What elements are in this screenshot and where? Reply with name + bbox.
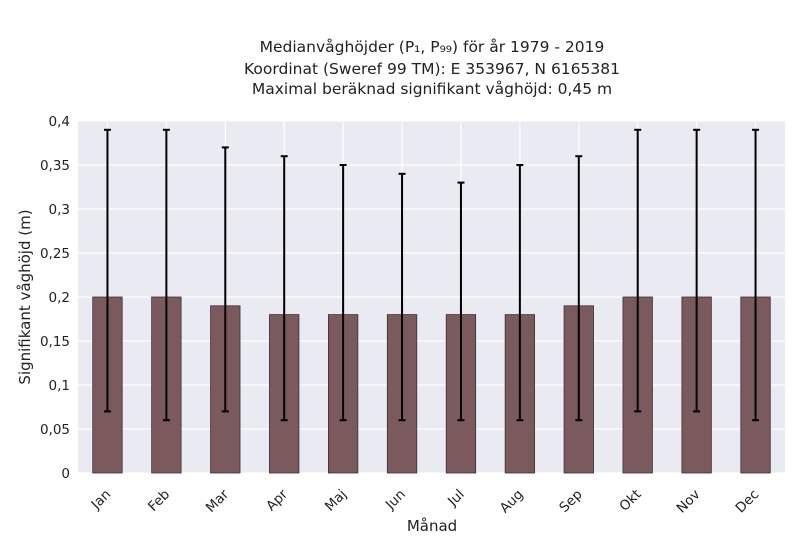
chart-title-line-3: Maximal beräknad signifikant våghöjd: 0,…: [252, 80, 612, 98]
x-tick-labels: Jan Feb Mar Apr Maj Jun Jul Aug Sep Okt Nov Dec: [88, 486, 763, 516]
chart-title-line-2: Koordinat (Sweref 99 TM): E 353967, N 61…: [244, 60, 620, 78]
x-tick-label: Jul: [444, 487, 468, 511]
x-tick-label: Jan: [88, 487, 115, 514]
x-tick-label: Jun: [382, 487, 409, 514]
x-tick-label: Feb: [145, 487, 173, 515]
y-tick-label: 0,35: [40, 158, 70, 174]
x-tick-label: Maj: [322, 487, 350, 515]
x-tick-label: Aug: [497, 487, 527, 517]
error-bars: [103, 128, 760, 422]
x-tick-label: Dec: [733, 487, 763, 517]
chart-title-line-1: Medianvåghöjder (P₁, P₉₉) för år 1979 - …: [260, 38, 605, 56]
x-tick-label: Sep: [556, 487, 585, 516]
y-axis-label: Signifikant våghöjd (m): [16, 209, 34, 384]
x-tick-label: Apr: [263, 486, 291, 514]
y-tick-label: 0,4: [49, 114, 70, 130]
y-tick-label: 0: [61, 466, 70, 482]
y-tick-label: 0,2: [49, 290, 70, 306]
y-tick-label: 0,05: [40, 422, 70, 438]
y-tick-label: 0,25: [40, 246, 70, 262]
y-tick-label: 0,15: [40, 334, 70, 350]
y-tick-label: 0,3: [49, 202, 70, 218]
x-axis-label: Månad: [407, 517, 457, 535]
y-tick-label: 0,1: [49, 378, 70, 394]
x-tick-label: Mar: [203, 486, 233, 516]
y-tick-labels: 0 0,05 0,1 0,15 0,2 0,25 0,3 0,35 0,4: [40, 114, 70, 482]
x-tick-label: Okt: [616, 487, 644, 515]
x-tick-label: Nov: [674, 487, 704, 517]
